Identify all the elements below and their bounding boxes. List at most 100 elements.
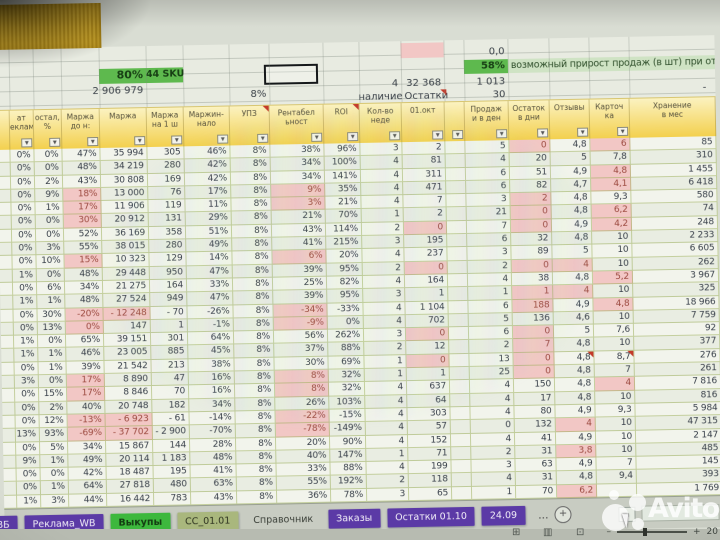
cell-rentabelnost[interactable]: -22% xyxy=(275,409,330,424)
cell-upz[interactable]: 8% xyxy=(232,277,274,292)
cell-ostatok-dni[interactable]: 41 xyxy=(514,431,557,446)
cell-extra[interactable] xyxy=(446,207,467,222)
cell-reklama[interactable]: 0% xyxy=(14,388,40,403)
cell-extra[interactable] xyxy=(446,220,468,235)
cell-kolvo-nedel[interactable]: 4 xyxy=(366,461,409,476)
cell-marzhin-nalog[interactable]: 11% xyxy=(185,198,232,213)
cell-edge[interactable] xyxy=(0,256,13,270)
cell-ostal[interactable]: 2% xyxy=(39,401,68,416)
cell-rentabelnost[interactable]: -9% xyxy=(273,316,328,331)
cell-reklama[interactable]: 1% xyxy=(14,348,39,363)
cell-edge[interactable] xyxy=(0,202,12,217)
cell-rentabelnost[interactable]: 8% xyxy=(274,382,330,398)
cell-roi[interactable]: 192% xyxy=(330,475,367,490)
cell-rentabelnost[interactable]: 33% xyxy=(276,462,331,478)
cell-kolvo-nedel[interactable]: 4 xyxy=(365,394,408,409)
cell-ostatok-dni[interactable]: 32 xyxy=(511,232,553,247)
cell-upz[interactable]: 8% xyxy=(233,317,274,332)
cell-kartochka[interactable]: 10 xyxy=(592,257,633,272)
cell-upz[interactable]: 8% xyxy=(234,344,275,359)
value-1013-cell[interactable]: 1 013 xyxy=(476,76,506,88)
cell-marzha-do[interactable]: 48% xyxy=(64,267,103,282)
cell-roi[interactable]: 103% xyxy=(329,395,366,410)
cell-kolvo-nedel[interactable]: 4 xyxy=(365,408,408,423)
cell-edge[interactable] xyxy=(1,388,16,403)
cell-kolvo-nedel[interactable]: 3 xyxy=(363,328,407,343)
cell-marzhin-nalog[interactable]: 43% xyxy=(191,491,238,506)
cell-otzyvy[interactable]: 4,8 xyxy=(552,231,593,246)
selected-cell[interactable] xyxy=(263,63,319,85)
cell-kartochka[interactable]: 9,3 xyxy=(595,403,636,418)
cell-rentabelnost[interactable]: 3% xyxy=(271,196,326,212)
cell-otzyvy[interactable]: 4,7 xyxy=(551,178,592,193)
cell-roi[interactable]: 96% xyxy=(324,142,361,157)
cell-reklama[interactable]: 0% xyxy=(11,215,36,230)
cell-marzha[interactable]: 18 487 xyxy=(106,466,154,481)
cell-ostal[interactable]: 15% xyxy=(38,387,68,402)
cell-prodazh-den[interactable]: 6 xyxy=(466,179,511,195)
cell-okt01[interactable]: 12 xyxy=(406,340,450,355)
cell-ostal[interactable]: 1% xyxy=(40,454,69,469)
cell-roi[interactable]: -15% xyxy=(329,408,366,423)
cell-extra[interactable] xyxy=(450,433,472,448)
cell-rentabelnost[interactable]: 55% xyxy=(276,476,331,491)
cell-roi[interactable]: 262% xyxy=(327,329,365,344)
cell-upz[interactable]: 8% xyxy=(233,330,275,345)
cell-otzyvy[interactable]: 4,9 xyxy=(555,404,596,419)
cell-upz[interactable]: 8% xyxy=(235,423,276,438)
cell-okt01[interactable]: 2 xyxy=(403,207,447,222)
cell-upz[interactable]: 8% xyxy=(231,184,272,199)
cell-ostal[interactable]: 0% xyxy=(36,268,65,283)
cell-roi[interactable]: 35% xyxy=(325,182,362,197)
cell-okt01[interactable]: 1 104 xyxy=(405,300,449,315)
cell-kartochka[interactable]: 6 xyxy=(590,137,631,152)
cell-prodazh-den[interactable]: 3 xyxy=(466,193,511,208)
cell-upz[interactable]: 8% xyxy=(236,463,277,478)
cell-reklama[interactable]: 0% xyxy=(10,175,36,190)
cell-kartochka[interactable]: 9,4 xyxy=(596,470,637,485)
cell-reklama[interactable]: 1% xyxy=(17,494,42,509)
cell-ostal[interactable]: 0% xyxy=(35,215,64,229)
cell-rentabelnost[interactable]: 34% xyxy=(270,170,326,185)
cell-roi[interactable]: 32% xyxy=(328,382,366,397)
cell-marzha-do[interactable]: 49% xyxy=(68,453,107,468)
cell-reklama[interactable]: 0% xyxy=(16,481,42,496)
cell-prodazh-den[interactable]: 6 xyxy=(468,299,513,314)
cell-marzha-do[interactable]: 47% xyxy=(62,147,101,162)
filter-icon[interactable]: ▼ xyxy=(577,127,589,137)
cell-marzha-1sht[interactable]: 182 xyxy=(152,398,190,413)
cell-marzha-1sht[interactable]: - 61 xyxy=(152,412,190,427)
cell-ostatok-dni[interactable]: 63 xyxy=(515,458,557,473)
cell-rentabelnost[interactable]: 8% xyxy=(274,369,329,384)
cell-prodazh-den[interactable]: 1 xyxy=(471,485,517,500)
cell-extra[interactable] xyxy=(448,300,469,315)
cell-prodazh-den[interactable]: 4 xyxy=(470,405,515,421)
cell-otzyvy[interactable]: 4,8 xyxy=(554,351,595,366)
cell-extra[interactable] xyxy=(447,260,468,275)
cell-marzhin-nalog[interactable]: 47% xyxy=(187,291,234,306)
cell-okt01[interactable]: 71 xyxy=(408,447,452,462)
cell-kartochka[interactable]: 8,7 xyxy=(594,350,635,365)
cell-kartochka[interactable]: 4,8 xyxy=(590,164,632,179)
cell-marzha-1sht[interactable]: 76 xyxy=(148,186,186,201)
cell-kartochka[interactable]: 5,2 xyxy=(592,270,634,285)
cell-kartochka[interactable]: 10 xyxy=(596,443,637,458)
cell-prodazh-den[interactable]: 6 xyxy=(465,166,511,181)
cell-marzhin-nalog[interactable]: 17% xyxy=(185,185,232,200)
cell-ostal[interactable]: 10% xyxy=(36,255,65,269)
cell-reklama[interactable]: 1% xyxy=(13,295,38,310)
cell-okt01[interactable]: 637 xyxy=(406,380,451,395)
cell-rentabelnost[interactable]: 39% xyxy=(273,289,328,305)
cell-edge[interactable] xyxy=(3,442,17,456)
zoom-in-icon[interactable]: + xyxy=(693,527,701,537)
cell-marzha-do[interactable]: 48% xyxy=(62,161,101,176)
cell-prodazh-den[interactable]: 2 xyxy=(469,339,514,354)
cell-roi[interactable]: 21% xyxy=(325,196,362,211)
cell-marzha-do[interactable]: 15% xyxy=(64,254,103,269)
cell-kartochka[interactable]: 7,6 xyxy=(593,323,635,338)
cell-edge[interactable] xyxy=(0,335,15,350)
cell-otzyvy[interactable]: 4,8 xyxy=(554,364,595,379)
cell-marzha-do[interactable]: 18% xyxy=(63,187,102,202)
cell-reklama[interactable]: 0% xyxy=(12,282,38,296)
cell-extra[interactable] xyxy=(449,380,471,394)
